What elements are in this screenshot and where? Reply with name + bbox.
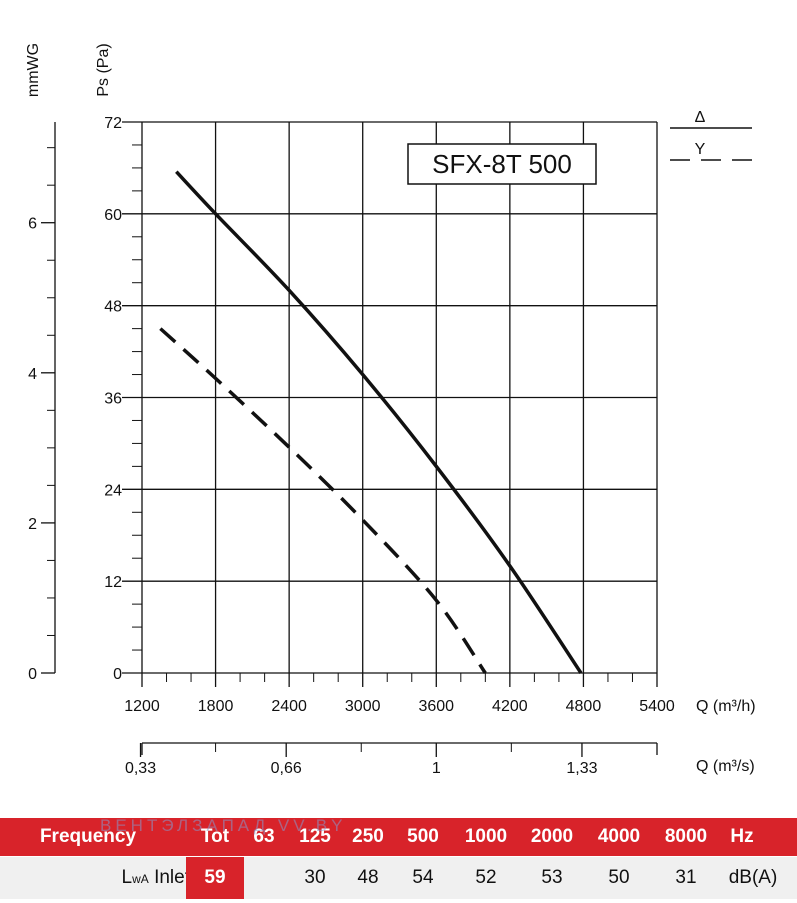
axes: 1200 1800 2400 3000 3600 4200 4800 540001224364…	[28, 115, 675, 777]
y-tick-label-0: 0	[113, 666, 122, 683]
y-tick-label-12: 12	[104, 574, 122, 591]
inlet-row: LwA Inlet 59 30 48 54 52 53 50 31 dB(A)	[0, 856, 797, 899]
freq-250: 250	[352, 826, 384, 847]
legend-symbol-dashed: Y	[695, 141, 706, 158]
y-tick-label-72: 72	[104, 115, 122, 132]
watermark-text: ВЕНТЭЛЗАПАД VV.BY	[100, 816, 347, 835]
y-tick-label-24: 24	[104, 482, 122, 499]
mmwg-tick-label-6: 6	[28, 216, 37, 233]
series-line-dashed	[159, 327, 487, 674]
legend: ΔY	[670, 109, 752, 161]
frequency-header-row: Frequency Tot 63 125 250 500 1000 2000 4…	[0, 816, 797, 856]
x-tick-label-3600: 3600	[418, 698, 454, 715]
x-tick-label-1800: 1800	[198, 698, 234, 715]
x-tick-label-4200: 4200	[492, 698, 528, 715]
x-tick-label-4800: 4800	[566, 698, 602, 715]
x-axis-title-m3h: Q (m³/h)	[696, 698, 756, 715]
val-500: 54	[412, 867, 434, 888]
lwa-inlet-label: LwA Inlet	[121, 867, 190, 888]
freq-4000: 4000	[597, 826, 641, 847]
x-axis-title-m3s: Q (m³/s)	[696, 758, 755, 775]
legend-symbol-solid: Δ	[695, 109, 706, 126]
val-1000: 52	[475, 867, 497, 888]
ms-tick-label-0,66: 0,66	[271, 760, 302, 777]
x-tick-label-1200: 1200	[124, 698, 160, 715]
mmwg-tick-label-0: 0	[28, 666, 37, 683]
frequency-label: Frequency	[39, 826, 137, 847]
freq-125: 125	[299, 826, 331, 847]
ms-tick-label-1: 1	[432, 760, 441, 777]
series-line-solid	[175, 170, 583, 674]
ps-axis-title: Ps (Pa)	[95, 43, 112, 96]
val-2000: 53	[541, 867, 563, 888]
tot-value: 59	[186, 857, 244, 899]
y-tick-label-48: 48	[104, 299, 122, 316]
ms-tick-label-1,33: 1,33	[566, 760, 597, 777]
y-tick-label-60: 60	[104, 207, 122, 224]
mmwg-axis-title: mmWG	[25, 43, 42, 97]
tot-label: Tot	[200, 826, 230, 847]
ms-tick-label-0,33: 0,33	[125, 760, 156, 777]
val-4000: 50	[608, 867, 630, 888]
db-unit: dB(A)	[728, 867, 778, 888]
series-lines	[159, 170, 583, 674]
model-label: SFX-8T 500	[432, 149, 572, 179]
fan-performance-chart: mmWG Ps (Pa) 1200 1800 2400 3000 3600 4200 480…	[25, 43, 756, 777]
freq-500: 500	[407, 826, 439, 847]
mmwg-tick-label-4: 4	[28, 366, 37, 383]
freq-2000: 2000	[530, 826, 574, 847]
freq-63: 63	[253, 826, 275, 847]
x-tick-label-2400: 2400	[271, 698, 307, 715]
model-label-box: SFX-8T 500	[407, 143, 597, 185]
freq-8000: 8000	[664, 826, 708, 847]
val-250: 48	[357, 867, 379, 888]
x-tick-label-5400: 5400	[639, 698, 675, 715]
x-tick-label-3000: 3000	[345, 698, 381, 715]
val-8000: 31	[675, 867, 697, 888]
mmwg-tick-label-2: 2	[28, 516, 37, 533]
freq-1000: 1000	[464, 826, 508, 847]
val-125: 30	[304, 867, 326, 888]
grid	[122, 121, 658, 674]
hz-unit: Hz	[730, 826, 754, 847]
y-tick-label-36: 36	[104, 391, 122, 408]
